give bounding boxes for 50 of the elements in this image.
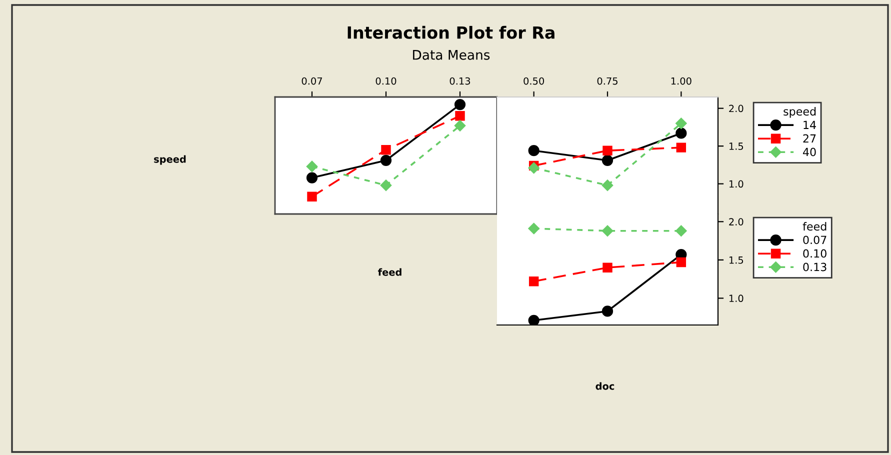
point — [602, 154, 614, 166]
legend-label: 0.07 — [803, 236, 826, 244]
point — [454, 120, 466, 132]
x-tick-label: 0.13 — [450, 77, 470, 85]
x-tick-label: 0.07 — [302, 77, 322, 85]
y-tick-label: 1.5 — [729, 256, 744, 264]
legend-title: speed — [784, 107, 816, 118]
point — [676, 128, 687, 139]
legend-label: 14 — [804, 120, 816, 129]
point — [528, 276, 539, 286]
legend-title: feed — [802, 222, 826, 231]
point — [676, 142, 686, 152]
x-tick-label: 0.75 — [597, 77, 618, 85]
point — [602, 146, 612, 156]
legend-label: 27 — [803, 134, 816, 143]
point — [528, 145, 540, 156]
point — [602, 306, 614, 317]
text: feed — [378, 268, 402, 276]
point — [307, 192, 317, 202]
x-tick-label: 1.00 — [671, 77, 692, 85]
point — [602, 180, 614, 191]
point — [676, 257, 686, 268]
point — [380, 180, 392, 191]
point — [380, 154, 392, 166]
text: speed — [154, 155, 186, 165]
point — [306, 160, 318, 172]
point — [455, 111, 465, 121]
legend-label: 0.13 — [803, 262, 826, 272]
point — [676, 118, 687, 130]
point — [602, 225, 614, 236]
y-tick-label: 2.0 — [729, 104, 744, 112]
text: doc — [596, 382, 614, 390]
y-tick-label: 1.0 — [729, 294, 744, 302]
point — [306, 172, 318, 184]
y-tick-label: 1.0 — [729, 180, 744, 188]
legend-label: 40 — [802, 148, 816, 156]
point — [602, 262, 612, 272]
chart-title: Interaction Plot for Ra — [348, 26, 554, 39]
y-tick-label: 2.0 — [729, 218, 744, 226]
point — [381, 144, 391, 155]
point — [676, 225, 687, 236]
point — [528, 222, 540, 234]
point — [528, 314, 540, 325]
legend-label: 0.10 — [803, 249, 826, 258]
y-tick-label: 1.5 — [729, 142, 744, 150]
x-tick-label: 0.50 — [524, 77, 544, 85]
chart-subtitle: Data Means — [413, 50, 490, 60]
x-tick-label: 0.10 — [376, 77, 396, 85]
point — [454, 98, 466, 110]
point — [528, 162, 540, 174]
